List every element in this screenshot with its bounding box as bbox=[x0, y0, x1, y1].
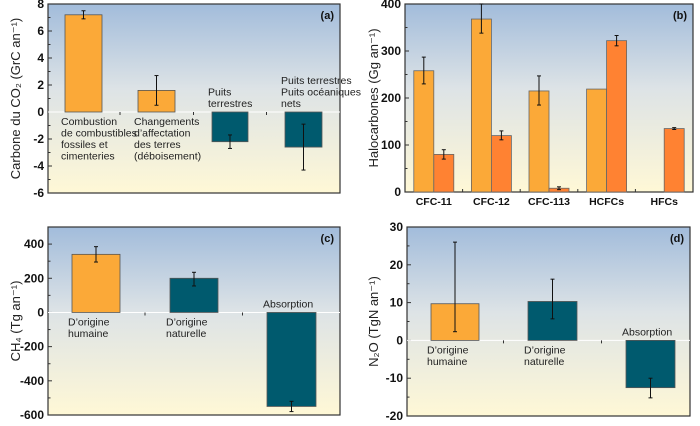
panel-label: (b) bbox=[673, 10, 687, 22]
y-axis-label: Halocarbones (Gg an⁻¹) bbox=[366, 28, 381, 167]
category-label: naturelle bbox=[524, 356, 564, 368]
category-label: D’origine bbox=[427, 344, 469, 356]
y-tick-label: -20 bbox=[386, 409, 404, 423]
bar bbox=[64, 14, 103, 113]
bar bbox=[71, 253, 121, 313]
bar bbox=[625, 339, 676, 389]
category-label: Puits océaniques bbox=[281, 87, 361, 99]
panel-b: 0 100 200 300 400 Halocarbones (Gg an⁻¹) (b) CF… bbox=[366, 0, 694, 208]
category-label: naturelle bbox=[166, 328, 206, 340]
panel-label: (a) bbox=[321, 10, 335, 22]
y-tick-label: 400 bbox=[381, 0, 401, 11]
panel-label: (c) bbox=[321, 233, 335, 245]
y-tick-label: -400 bbox=[20, 374, 44, 388]
category-label: nets bbox=[281, 98, 301, 110]
category-label: fossiles et bbox=[61, 139, 108, 151]
category-label: (déboisement) bbox=[134, 151, 201, 163]
category-label: Absorption bbox=[622, 326, 672, 338]
y-tick-label: -2 bbox=[33, 132, 44, 146]
y-axis-label: N₂O (TgN an⁻¹) bbox=[366, 276, 381, 367]
y-tick-label: -200 bbox=[20, 340, 44, 354]
y-tick-label: -6 bbox=[33, 186, 44, 200]
y-tick-label: 2 bbox=[37, 78, 44, 92]
category-label: Changements bbox=[134, 116, 199, 128]
x-tick-label: CFC-11 bbox=[416, 196, 452, 208]
y-axis-label: CH₄ (Tg an⁻¹) bbox=[8, 281, 23, 362]
panel-c: -600 -400 -200 0 200 400 CH₄ (Tg an⁻¹) (c) D’ori… bbox=[8, 226, 341, 422]
y-tick-label: 6 bbox=[37, 24, 44, 38]
panel-label: (d) bbox=[670, 233, 684, 245]
category-label: D’origine bbox=[166, 316, 208, 328]
panel-a: -6 -4 -2 0 2 4 6 8 Carbone du CO₂ (GrC an⁻¹) (a) C… bbox=[8, 0, 361, 200]
y-tick-label: 300 bbox=[381, 44, 401, 58]
bar bbox=[606, 40, 627, 193]
category-label: Absorption bbox=[263, 298, 313, 310]
y-tick-label: -4 bbox=[33, 159, 44, 173]
bar bbox=[586, 88, 607, 193]
bar bbox=[663, 128, 685, 193]
y-tick-label: -10 bbox=[386, 371, 404, 385]
y-tick-label: 0 bbox=[394, 185, 401, 199]
bar bbox=[266, 312, 317, 407]
x-tick-label: CFC-113 bbox=[528, 196, 570, 208]
y-tick-label: 100 bbox=[381, 138, 401, 152]
y-tick-label: 30 bbox=[390, 220, 404, 234]
x-tick-label: CFC-12 bbox=[473, 196, 510, 208]
bar bbox=[527, 301, 578, 341]
y-tick-label: 4 bbox=[37, 51, 44, 65]
y-tick-label: 0 bbox=[396, 333, 403, 347]
category-label: de combustibles bbox=[61, 128, 137, 140]
category-label: D’origine bbox=[68, 316, 110, 328]
bar bbox=[433, 153, 455, 193]
y-tick-label: 8 bbox=[37, 0, 44, 11]
category-label: Puits bbox=[208, 87, 231, 99]
bar bbox=[470, 18, 492, 193]
bar bbox=[528, 90, 550, 193]
category-label: cimenteries bbox=[61, 151, 115, 163]
category-label: terrestres bbox=[208, 98, 252, 110]
y-tick-label: 200 bbox=[381, 91, 401, 105]
y-tick-label: 0 bbox=[37, 305, 44, 319]
x-tick-label: HCFCs bbox=[589, 196, 624, 208]
y-tick-label: 0 bbox=[37, 105, 44, 119]
y-axis-label: Carbone du CO₂ (GrC an⁻¹) bbox=[8, 18, 23, 179]
category-label: Puits terrestres bbox=[281, 75, 352, 87]
category-label: humaine bbox=[68, 328, 108, 340]
bar bbox=[413, 70, 435, 193]
category-label: Combustion bbox=[61, 116, 117, 128]
y-tick-label: 200 bbox=[24, 271, 44, 285]
y-tick-label: 400 bbox=[24, 237, 44, 251]
y-tick-label: 20 bbox=[390, 258, 404, 272]
y-tick-label: -600 bbox=[20, 408, 44, 422]
category-label: des terres bbox=[134, 139, 181, 151]
category-label: D’origine bbox=[524, 344, 566, 356]
bar bbox=[490, 135, 512, 193]
category-label: d’affectation bbox=[134, 128, 191, 140]
y-tick-label: 10 bbox=[390, 296, 404, 310]
category-label: humaine bbox=[427, 356, 467, 368]
x-tick-label: HFCs bbox=[650, 196, 678, 208]
